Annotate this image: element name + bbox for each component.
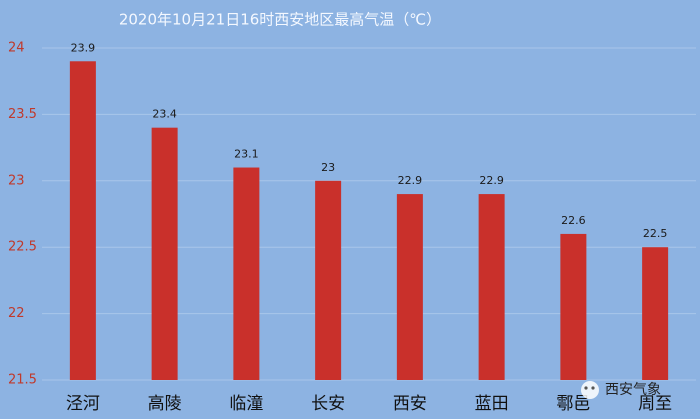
bar (396, 194, 423, 380)
x-tick-label: 临潼 (229, 394, 263, 414)
data-label: 23.9 (71, 41, 96, 54)
data-label: 22.9 (398, 174, 423, 187)
y-tick-label: 24 (8, 41, 25, 56)
bar (69, 61, 96, 380)
data-label: 23 (321, 161, 335, 174)
y-tick-label: 23.5 (8, 107, 37, 122)
data-label: 23.1 (234, 148, 259, 161)
bar (233, 167, 260, 380)
bar (560, 233, 587, 380)
x-tick-label: 长安 (311, 394, 345, 414)
x-tick-label: 高陵 (148, 394, 182, 414)
watermark: 西安气象 (605, 382, 661, 398)
y-tick-label: 22.5 (8, 240, 37, 255)
chart-title: 2020年10月21日16时西安地区最高气温（℃） (119, 11, 441, 29)
y-tick-label: 22 (8, 306, 25, 321)
x-tick-label: 西安 (393, 394, 427, 414)
watermark-icon (581, 381, 599, 399)
y-tick-label: 23 (8, 173, 25, 188)
bar (151, 127, 178, 381)
x-tick-label: 周至 (638, 394, 672, 414)
data-label: 22.6 (561, 214, 586, 227)
bar (478, 194, 505, 380)
y-tick-label: 21.5 (8, 373, 37, 388)
x-tick-label: 蓝田 (475, 394, 509, 414)
data-label: 22.9 (479, 174, 504, 187)
bar (315, 180, 342, 380)
data-label: 23.4 (152, 108, 177, 121)
bar (642, 247, 669, 380)
x-tick-label: 泾河 (66, 394, 100, 414)
x-tick-label: 鄠邑 (556, 394, 590, 414)
data-label: 22.5 (643, 227, 668, 240)
